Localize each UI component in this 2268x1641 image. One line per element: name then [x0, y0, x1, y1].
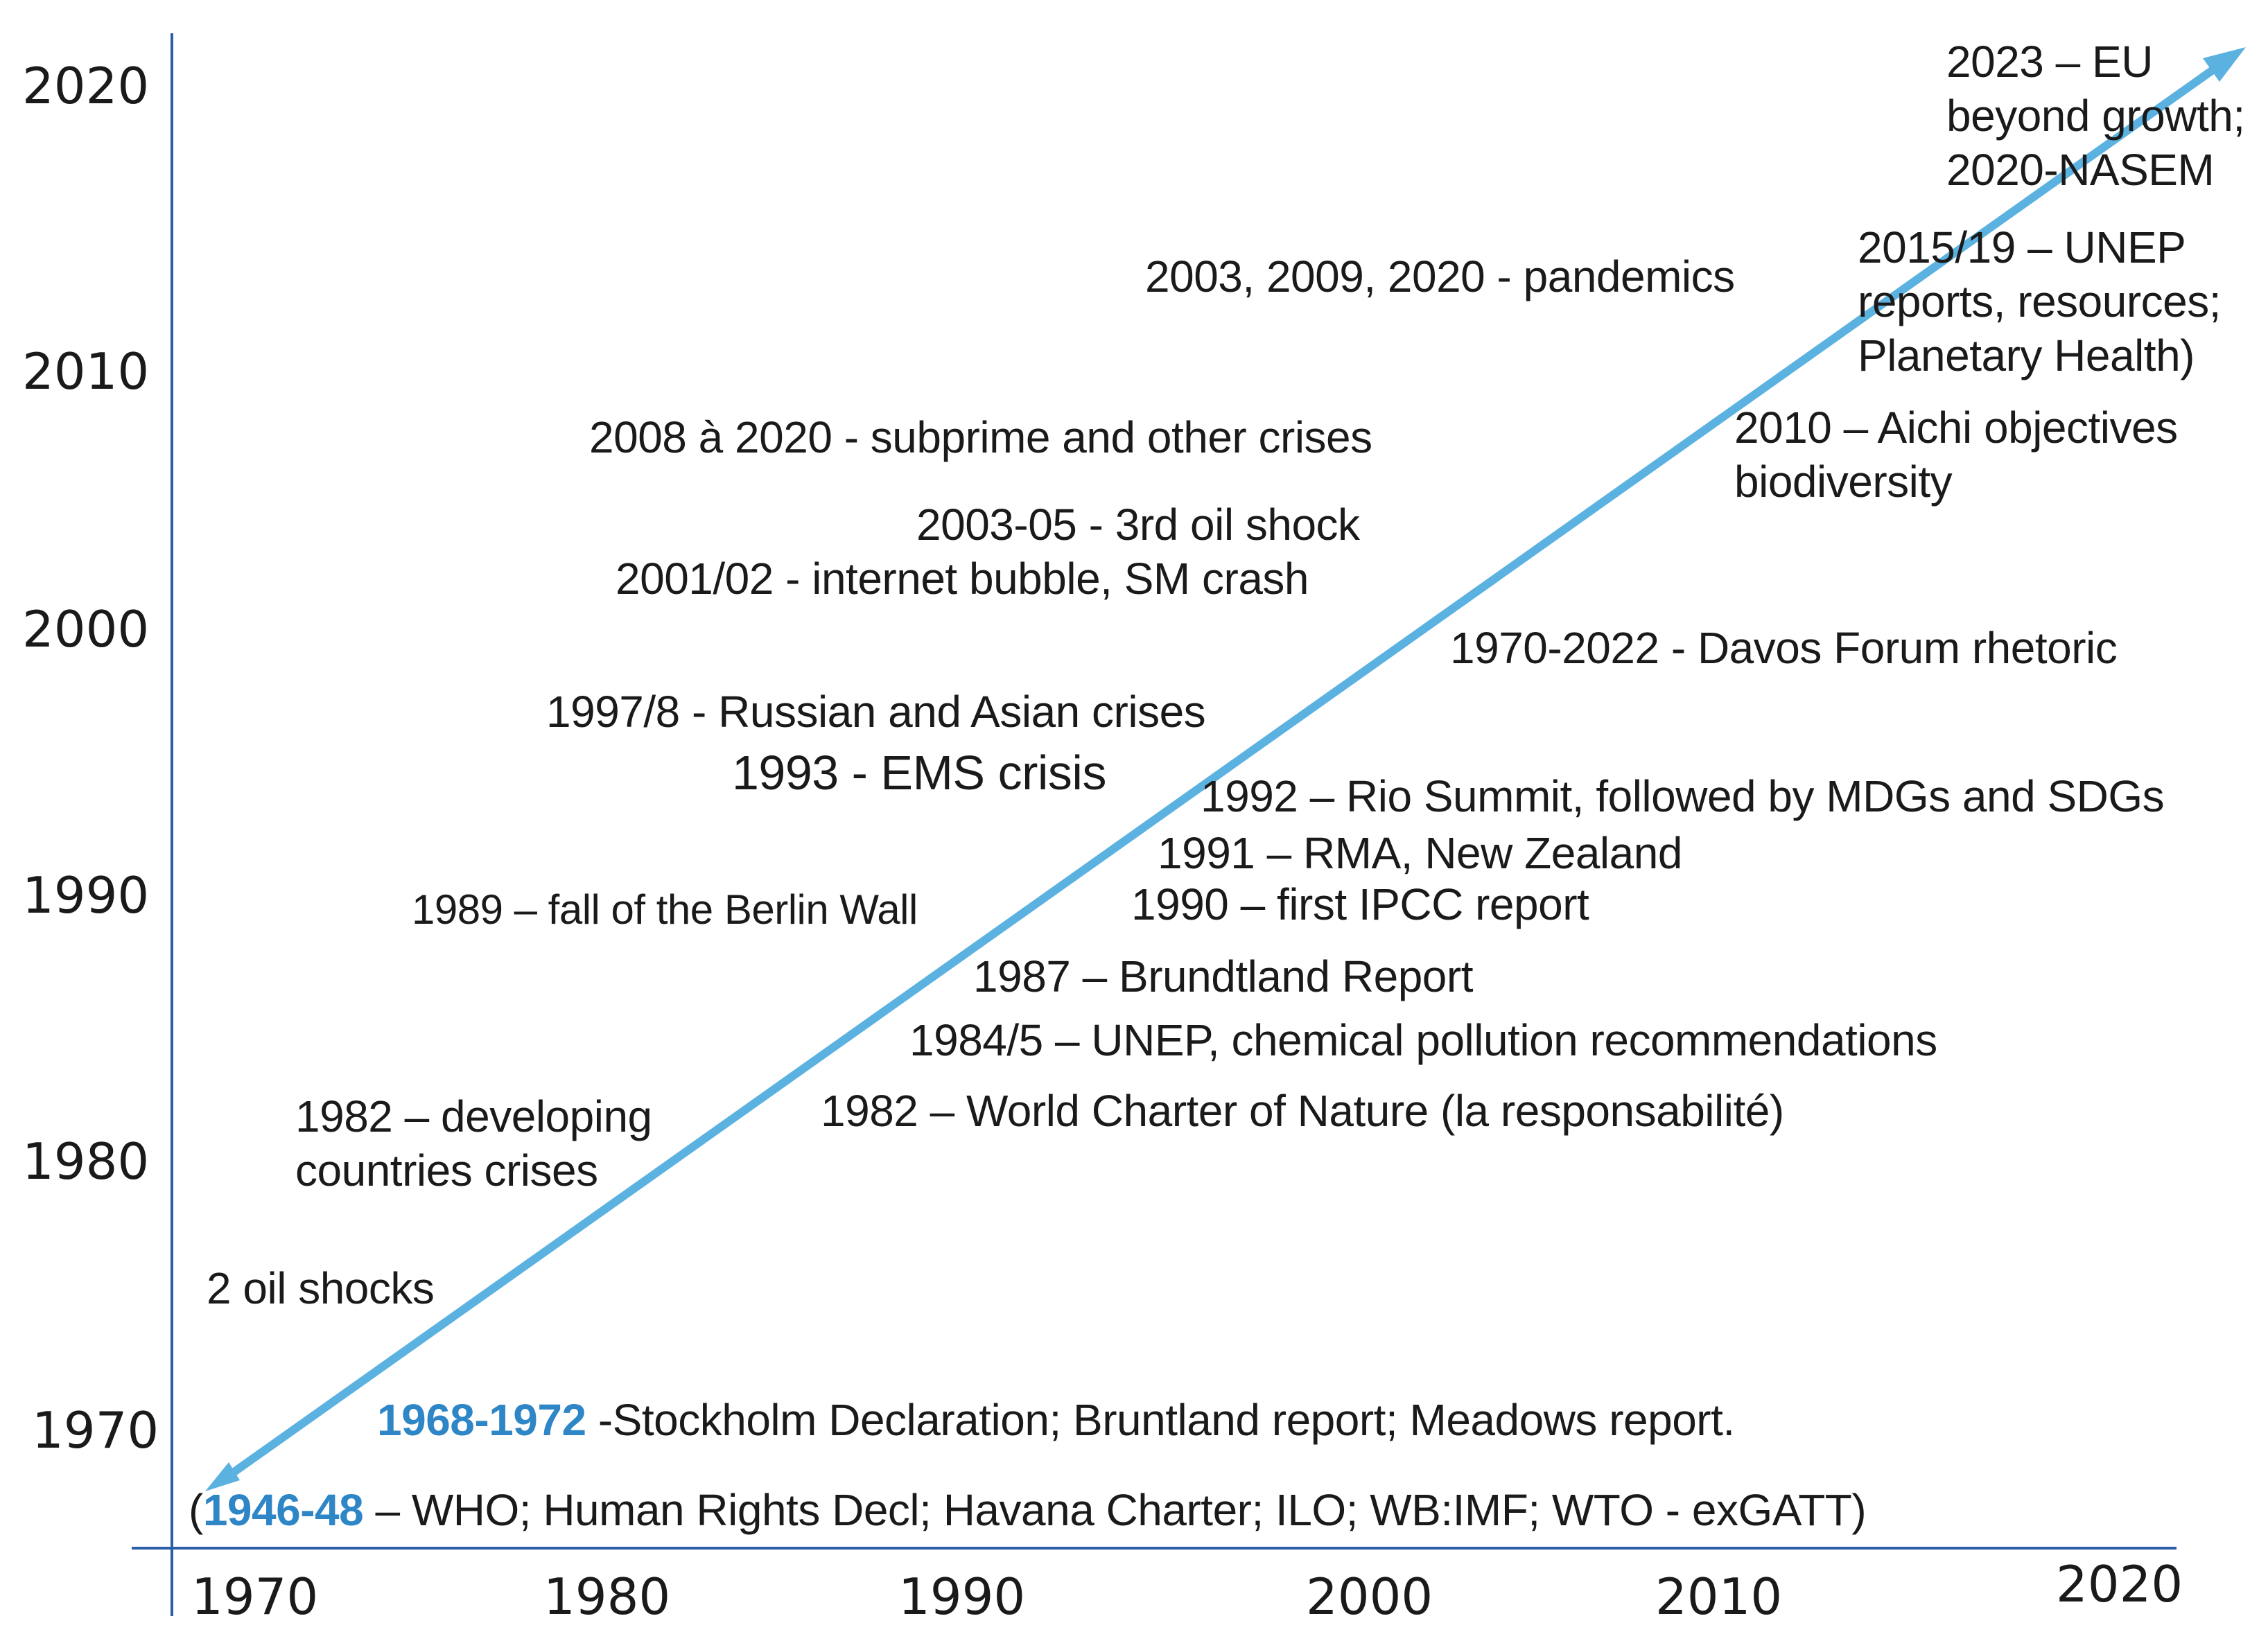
- event-unep-chemical: 1984/5 – UNEP, chemical pollution recomm…: [909, 1015, 1937, 1065]
- event-line: Planetary Health): [1858, 331, 2195, 380]
- y-label-2020: 2020: [22, 57, 150, 115]
- y-label-2000: 2000: [22, 600, 150, 658]
- trend-arrow-head-end: [2203, 47, 2246, 82]
- event-3rd-oil-shock: 2003-05 - 3rd oil shock: [916, 500, 1360, 550]
- y-label-1990: 1990: [22, 866, 150, 924]
- event-line: 1982 – developing: [295, 1091, 652, 1141]
- event-postwar: (1946-48 – WHO; Human Rights Decl; Havan…: [189, 1483, 1867, 1537]
- event-line: reports, resources;: [1858, 277, 2222, 326]
- highlight-years: 1946-48: [202, 1485, 364, 1535]
- event-russian-asian: 1997/8 - Russian and Asian crises: [546, 687, 1206, 737]
- event-rio-summit: 1992 – Rio Summit, followed by MDGs and …: [1201, 771, 2165, 821]
- event-text: – WHO; Human Rights Decl; Havana Charter…: [363, 1485, 1867, 1535]
- event-internet-bubble: 2001/02 - internet bubble, SM crash: [616, 554, 1309, 604]
- event-rma-nz: 1991 – RMA, New Zealand: [1158, 828, 1682, 878]
- event-eu-beyond-growth: 2023 – EU beyond growth; 2020-NASEM: [1946, 35, 2245, 197]
- trend-arrow-head-start: [205, 1462, 240, 1491]
- event-line: beyond growth;: [1946, 91, 2245, 141]
- event-line: 2023 – EU: [1946, 37, 2153, 87]
- event-berlin-wall: 1989 – fall of the Berlin Wall: [412, 886, 918, 933]
- event-text: (: [189, 1485, 203, 1535]
- event-ipcc: 1990 – first IPCC report: [1131, 879, 1589, 929]
- event-line: biodiversity: [1734, 457, 1953, 507]
- x-label-2020: 2020: [2056, 1555, 2183, 1613]
- event-brundtland: 1987 – Brundtland Report: [973, 951, 1473, 1001]
- event-pandemics: 2003, 2009, 2020 - pandemics: [1145, 252, 1735, 301]
- event-subprime: 2008 à 2020 - subprime and other crises: [589, 412, 1372, 462]
- y-label-2010: 2010: [22, 342, 150, 401]
- event-world-charter: 1982 – World Charter of Nature (la respo…: [821, 1086, 1784, 1136]
- event-developing-crises: 1982 – developing countries crises: [295, 1089, 652, 1197]
- x-label-2010: 2010: [1655, 1568, 1783, 1626]
- trend-arrow-line: [218, 60, 2224, 1485]
- x-label-1980: 1980: [543, 1568, 671, 1626]
- event-davos: 1970-2022 - Davos Forum rhetoric: [1450, 623, 2118, 673]
- event-line: 2015/19 – UNEP: [1858, 222, 2186, 272]
- event-line: 2010 – Aichi objectives: [1734, 403, 2178, 453]
- event-unep-reports: 2015/19 – UNEP reports, resources; Plane…: [1858, 220, 2222, 383]
- event-text: -Stockholm Declaration; Bruntland report…: [586, 1395, 1735, 1445]
- event-ems-crisis: 1993 - EMS crisis: [732, 746, 1106, 800]
- x-label-2000: 2000: [1306, 1568, 1433, 1626]
- x-label-1990: 1990: [898, 1568, 1026, 1626]
- highlight-years: 1968-1972: [377, 1395, 586, 1445]
- event-2-oil-shocks: 2 oil shocks: [207, 1263, 435, 1313]
- event-aichi: 2010 – Aichi objectives biodiversity: [1734, 401, 2178, 509]
- event-stockholm: 1968-1972 -Stockholm Declaration; Bruntl…: [377, 1393, 1735, 1447]
- y-label-1980: 1980: [22, 1132, 150, 1191]
- y-label-1970: 1970: [32, 1401, 159, 1459]
- event-line: 2020-NASEM: [1946, 145, 2215, 195]
- event-line: countries crises: [295, 1146, 598, 1195]
- x-label-1970: 1970: [191, 1568, 319, 1626]
